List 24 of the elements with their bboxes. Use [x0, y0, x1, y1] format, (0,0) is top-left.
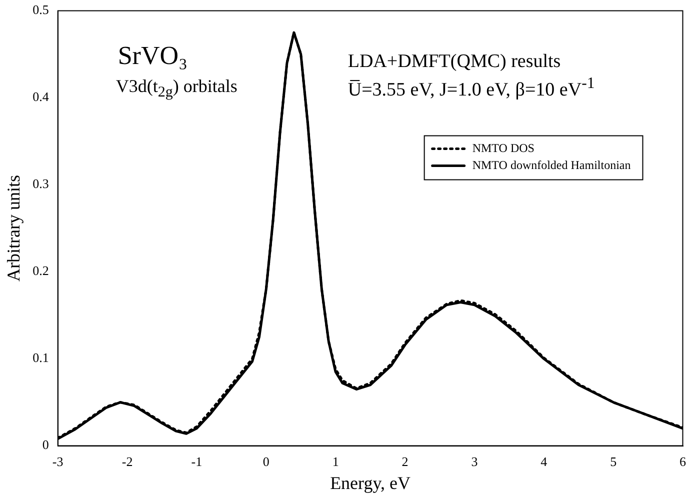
- y-tick-label: 0.5: [32, 2, 49, 18]
- y-tick-label: 0.2: [32, 263, 49, 278]
- annotation: V3d(t$_{2g}$) orbitals: [116, 76, 238, 102]
- legend-label: NMTO downfolded Hamiltonian: [472, 158, 631, 172]
- y-tick-label: 0.1: [32, 350, 49, 366]
- annotation: U̅=3.55 eV, J=1.0 eV, β=10 eV$^{-1}$: [348, 74, 595, 102]
- y-tick-label: 0.3: [32, 176, 49, 192]
- x-tick-label: -3: [52, 454, 64, 470]
- y-axis-title: Arbitrary units: [4, 175, 24, 282]
- annotation: SrVO₃: [118, 40, 188, 71]
- y-tick-label: 0: [42, 437, 49, 452]
- x-tick-label: 4: [540, 454, 548, 470]
- x-axis-title: Energy, eV: [330, 472, 411, 493]
- x-tick-label: 0: [262, 454, 270, 470]
- legend-label: NMTO DOS: [472, 140, 534, 155]
- annotation: LDA+DMFT(QMC) results: [348, 50, 561, 73]
- x-tick-label: 5: [610, 454, 617, 470]
- x-tick-label: 1: [332, 454, 339, 470]
- x-tick-label: -1: [191, 454, 202, 470]
- x-tick-label: 3: [471, 454, 478, 470]
- y-tick-label: 0.4: [32, 89, 50, 104]
- x-tick-label: 6: [680, 454, 686, 470]
- x-tick-label: 2: [402, 454, 408, 470]
- x-tick-label: -2: [122, 454, 133, 470]
